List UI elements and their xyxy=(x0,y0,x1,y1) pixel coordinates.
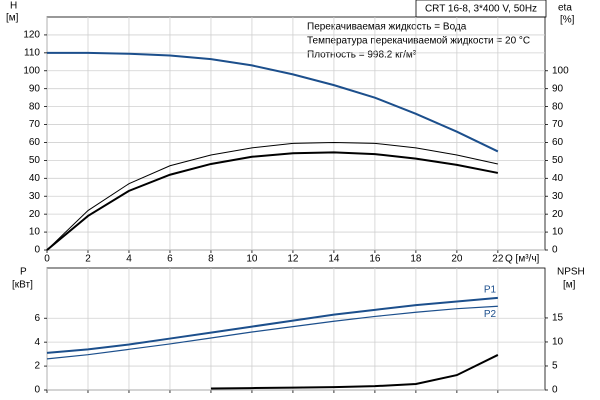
y-tick-label: 10 xyxy=(29,227,41,238)
y-tick-label: 90 xyxy=(29,83,41,94)
y2-tick-label: 10 xyxy=(552,337,564,348)
x-tick-label: 22 xyxy=(492,254,504,265)
y-tick-label: 110 xyxy=(24,47,40,58)
x-tick-label: 6 xyxy=(167,254,173,265)
annotation: Перекачиваемая жидкость = Вода xyxy=(307,22,467,33)
chart-title: CRT 16-8, 3*400 V, 50Hz xyxy=(425,4,537,15)
y2-tick-label: 0 xyxy=(552,245,558,256)
y2-axis-unit: [%] xyxy=(560,15,575,26)
x-axis-label: Q [м³/ч] xyxy=(505,254,540,265)
series-line xyxy=(210,354,499,390)
y2-tick-label: 50 xyxy=(552,155,564,166)
y2-axis-unit: [м] xyxy=(563,280,576,291)
y2-tick-label: 40 xyxy=(552,173,564,184)
y-tick-label: 70 xyxy=(29,119,41,130)
y-tick-label: 0 xyxy=(34,385,40,396)
series-line xyxy=(46,141,498,251)
y2-axis-label: NPSH xyxy=(557,267,585,278)
series-line xyxy=(46,296,498,354)
y-axis-label: H xyxy=(10,1,17,12)
y-tick-label: 120 xyxy=(23,30,40,41)
x-tick-label: 10 xyxy=(246,254,258,265)
annotation: Плотность = 998.2 кг/м³ xyxy=(307,50,417,61)
y2-tick-label: 30 xyxy=(552,191,564,202)
annotation: Температура перекачиваемой жидкости = 20… xyxy=(307,36,530,47)
y-axis-label: P xyxy=(20,267,27,278)
y-tick-label: 0 xyxy=(34,245,40,256)
y2-tick-label: 10 xyxy=(552,227,564,238)
y2-axis-label: eta xyxy=(558,3,572,14)
series-line xyxy=(47,51,499,153)
x-tick-label: 2 xyxy=(85,254,91,265)
x-tick-label: 14 xyxy=(328,254,340,265)
x-tick-label: 18 xyxy=(410,254,422,265)
series-label: P2 xyxy=(484,309,497,320)
plot-frame xyxy=(46,267,546,391)
y-axis-unit: [кВт] xyxy=(12,280,33,291)
y-tick-label: 40 xyxy=(29,173,41,184)
x-tick-label: 0 xyxy=(44,254,50,265)
y2-tick-label: 90 xyxy=(552,83,564,94)
y-tick-label: 6 xyxy=(34,313,40,324)
y-tick-label: 2 xyxy=(34,361,40,372)
x-tick-label: 4 xyxy=(126,254,132,265)
y-axis-unit: [м] xyxy=(6,13,19,24)
y2-tick-label: 0 xyxy=(552,385,558,396)
y-tick-label: 20 xyxy=(29,209,41,220)
y2-tick-label: 20 xyxy=(552,209,564,220)
y-tick-label: 80 xyxy=(29,101,41,112)
x-tick-label: 16 xyxy=(369,254,381,265)
series-line xyxy=(46,305,498,360)
y-tick-label: 30 xyxy=(29,191,41,202)
x-tick-label: 8 xyxy=(208,254,214,265)
plot-frame xyxy=(46,16,546,251)
x-tick-label: 20 xyxy=(451,254,463,265)
y2-tick-label: 80 xyxy=(552,101,564,112)
y2-tick-label: 100 xyxy=(552,65,569,76)
series-label: P1 xyxy=(484,285,497,296)
series-line xyxy=(46,151,499,251)
y-tick-label: 60 xyxy=(29,137,41,148)
y-tick-label: 100 xyxy=(23,65,40,76)
x-tick-label: 12 xyxy=(287,254,299,265)
y2-tick-label: 5 xyxy=(552,361,558,372)
y2-tick-label: 70 xyxy=(552,119,564,130)
y2-tick-label: 60 xyxy=(552,137,564,148)
y2-tick-label: 15 xyxy=(552,313,564,324)
y-tick-label: 4 xyxy=(34,337,40,348)
y-tick-label: 50 xyxy=(29,155,41,166)
